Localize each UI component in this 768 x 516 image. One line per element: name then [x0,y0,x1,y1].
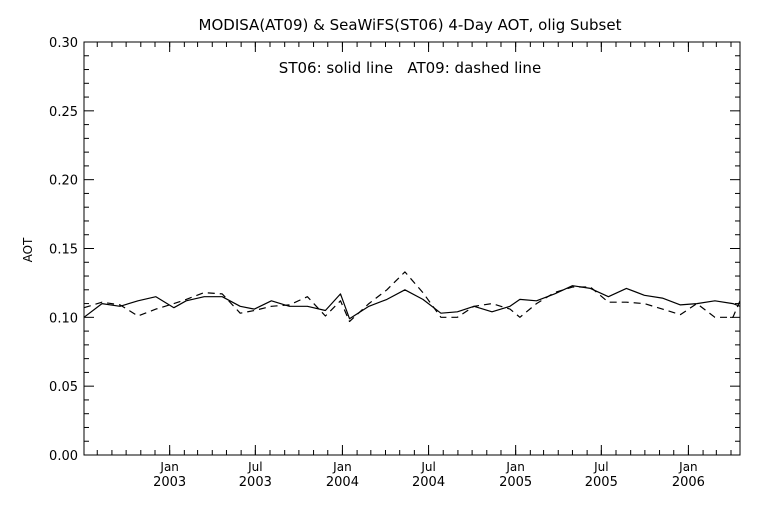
x-tick-month-label: Jul [247,460,262,474]
y-tick-label: 0.05 [49,380,78,395]
x-tick-year-label: 2006 [672,475,705,490]
y-tick-label: 0.00 [49,449,78,464]
x-tick-year-label: 2005 [499,475,532,490]
y-tick-label: 0.30 [49,36,78,51]
y-tick-label: 0.15 [49,243,78,258]
chart-title: MODISA(AT09) & SeaWiFS(ST06) 4-Day AOT, … [199,16,622,34]
x-tick-year-label: 2004 [326,475,359,490]
x-tick-month-label: Jan [332,460,352,474]
y-axis: 0.00 0.05 0.10 0.15 0.20 0.25 0.30 [49,36,740,464]
x-tick-month-label: Jan [159,460,179,474]
x-tick-month-label: Jan [505,460,525,474]
series-line-at09 [83,271,741,323]
x-tick-month-label: Jan [678,460,698,474]
x-tick-year-label: 2003 [153,475,186,490]
y-tick-label: 0.20 [49,174,78,189]
x-tick-month-label: Jul [593,460,608,474]
plot-frame [83,41,741,456]
line-style-legend: ST06: solid line AT09: dashed line [279,59,541,77]
x-tick-month-label: Jul [420,460,435,474]
x-tick-year-label: 2005 [585,475,618,490]
y-tick-label: 0.10 [49,311,78,326]
x-tick-year-label: 2003 [239,475,272,490]
x-axis: Jan2003Jul2003Jan2004Jul2004Jan2005Jul20… [96,42,732,490]
x-tick-year-label: 2004 [412,475,445,490]
y-axis-label: AOT [21,237,35,262]
series-line-st06 [83,285,741,320]
series-lines [83,271,741,323]
y-tick-label: 0.25 [49,105,78,120]
